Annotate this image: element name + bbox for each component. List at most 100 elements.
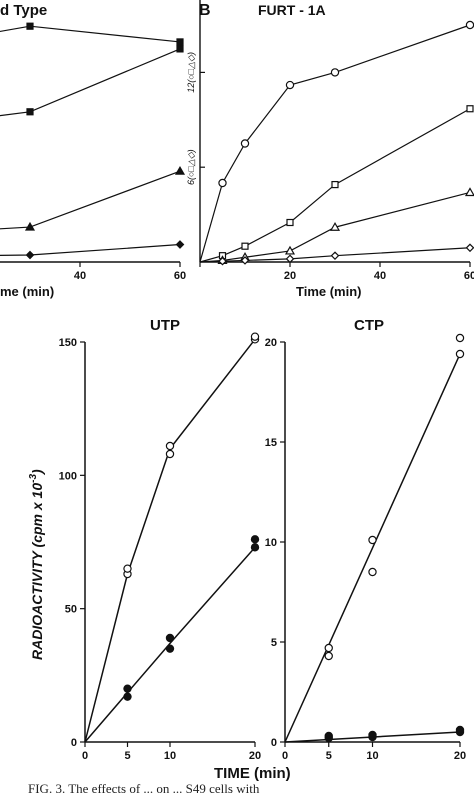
panel-d-fit-line — [284, 353, 461, 743]
panel-b-data-point — [465, 243, 474, 253]
panel-b-data-point — [465, 20, 474, 30]
panel-a-x-tick-label: 40 — [74, 270, 86, 282]
panel-b-x-tick-label: 40 — [374, 270, 386, 282]
panel-a-marks — [0, 22, 186, 260]
panel-b-data-point — [218, 256, 227, 266]
panel-a-data-point — [25, 250, 35, 260]
panel-b-data-point — [241, 242, 249, 250]
panel-b-y-tick-label: 12(○□△◇) — [186, 52, 196, 93]
panel-c-data-point — [165, 633, 175, 643]
panel-a-series-line — [0, 48, 181, 117]
panel-a-data-point — [24, 221, 36, 231]
panel-b: B FURT - 1A 20 40 60 6(○□△◇) 12(○□△◇) Time (… — [186, 0, 474, 299]
panel-a-data-point — [176, 45, 184, 53]
panel-d-data-point — [324, 651, 333, 661]
radioactivity-y-axis-label: RADIOACTIVITY (cpm x 10-3) — [28, 469, 45, 660]
panel-d-x-tick-label: 10 — [366, 750, 378, 762]
panel-b-y-tick-label: 6(○□△◇) — [186, 149, 196, 185]
panel-c: UTP 0 5 10 20 0 50 100 150 — [59, 317, 261, 762]
panel-b-letter: B — [199, 2, 211, 19]
panel-d-x-tick-label: 5 — [326, 750, 332, 762]
panel-b-series-line — [199, 24, 471, 263]
panel-a-data-point — [174, 165, 186, 175]
panel-b-data-point — [286, 218, 294, 227]
panel-d-y-tick-label: 0 — [271, 737, 277, 749]
panel-d: CTP 0 5 10 20 0 5 10 15 20 — [265, 317, 466, 762]
panel-b-x-tick-label: 60 — [464, 270, 474, 282]
panel-a: d Type 40 60 me (min) — [0, 2, 186, 299]
panel-b-x-axis-label: Time (min) — [296, 284, 362, 299]
panel-a-series-line — [0, 25, 181, 43]
panel-a-data-point — [175, 240, 185, 249]
panel-d-data-point — [368, 730, 377, 740]
panel-d-marks — [284, 333, 465, 743]
panel-a-title: d Type — [0, 2, 47, 19]
radioactivity-y-axis-label-main: RADIOACTIVITY (cpm x 10 — [29, 483, 45, 660]
panel-b-data-point — [284, 245, 296, 255]
radioactivity-y-axis-label-exp: -3 — [28, 474, 39, 483]
panel-a-x-tick-label: 60 — [174, 270, 186, 282]
panel-b-data-point — [466, 105, 474, 113]
panel-d-y-tick-label: 20 — [265, 337, 277, 349]
panel-c-marks — [84, 332, 260, 743]
panel-c-x-tick-label: 10 — [164, 750, 176, 762]
panel-b-data-point — [240, 139, 250, 148]
panel-c-data-point — [123, 564, 132, 573]
panel-c-y-tick-label: 0 — [71, 737, 77, 749]
panel-c-fit-line — [84, 338, 256, 743]
panel-b-data-point — [464, 187, 474, 197]
panel-b-data-point — [330, 251, 340, 261]
radioactivity-y-axis-label-end: ) — [29, 469, 45, 476]
panel-c-x-tick-label: 20 — [249, 750, 261, 762]
panel-a-data-point — [176, 38, 184, 46]
panel-b-data-point — [330, 68, 340, 77]
panel-b-title: FURT - 1A — [258, 2, 326, 18]
panel-b-axes: 20 40 60 6(○□△◇) 12(○□△◇) — [186, 0, 474, 282]
panel-a-data-point — [26, 108, 34, 116]
panel-c-data-point — [165, 449, 175, 459]
panel-d-data-point — [324, 643, 333, 653]
panel-c-title: UTP — [150, 317, 180, 334]
panel-d-y-tick-label: 10 — [265, 537, 277, 549]
panel-c-data-point — [165, 441, 175, 451]
panel-d-data-point — [455, 349, 465, 359]
panel-b-marks — [199, 20, 474, 266]
panel-b-data-point — [240, 256, 250, 265]
panel-b-x-tick-label: 20 — [284, 270, 296, 282]
panel-c-data-point — [250, 543, 260, 552]
panel-c-x-tick-label: 0 — [82, 750, 88, 762]
panel-d-axes: 0 5 10 20 0 5 10 15 20 — [265, 337, 466, 762]
panel-d-data-point — [368, 535, 377, 545]
figure-caption: FIG. 3. The effects of ... on ... S49 ce… — [28, 781, 260, 796]
panel-d-x-tick-label: 0 — [282, 750, 288, 762]
panel-b-data-point — [329, 222, 341, 231]
panel-d-y-tick-label: 15 — [265, 437, 277, 449]
panel-a-data-point — [26, 22, 34, 30]
panel-c-data-point — [123, 692, 132, 701]
panel-b-series-line — [199, 108, 471, 263]
panel-c-data-point — [123, 684, 132, 693]
panel-d-data-point — [368, 567, 377, 577]
panel-a-series-line — [0, 170, 181, 230]
panel-c-fit-line — [84, 546, 256, 743]
panel-c-x-tick-label: 5 — [124, 750, 130, 762]
panel-d-x-tick-label: 20 — [454, 750, 466, 762]
panel-d-y-tick-label: 5 — [271, 637, 277, 649]
panel-c-y-tick-label: 150 — [59, 337, 77, 349]
panel-b-data-point — [285, 80, 295, 90]
panel-b-data-point — [218, 178, 227, 188]
panel-c-data-point — [165, 644, 175, 653]
panel-d-data-point — [455, 333, 465, 343]
time-x-axis-label: TIME (min) — [214, 765, 291, 782]
panel-c-data-point — [250, 332, 260, 341]
panel-d-title: CTP — [354, 317, 384, 334]
panel-a-x-axis-label: me (min) — [0, 284, 54, 299]
panel-c-y-tick-label: 50 — [65, 604, 77, 616]
panel-d-data-point — [455, 725, 465, 735]
panel-c-data-point — [250, 535, 260, 544]
panel-b-data-point — [331, 180, 339, 189]
panel-b-data-point — [285, 254, 295, 264]
panel-a-axes: 40 60 — [0, 261, 186, 282]
panel-d-data-point — [324, 731, 333, 741]
